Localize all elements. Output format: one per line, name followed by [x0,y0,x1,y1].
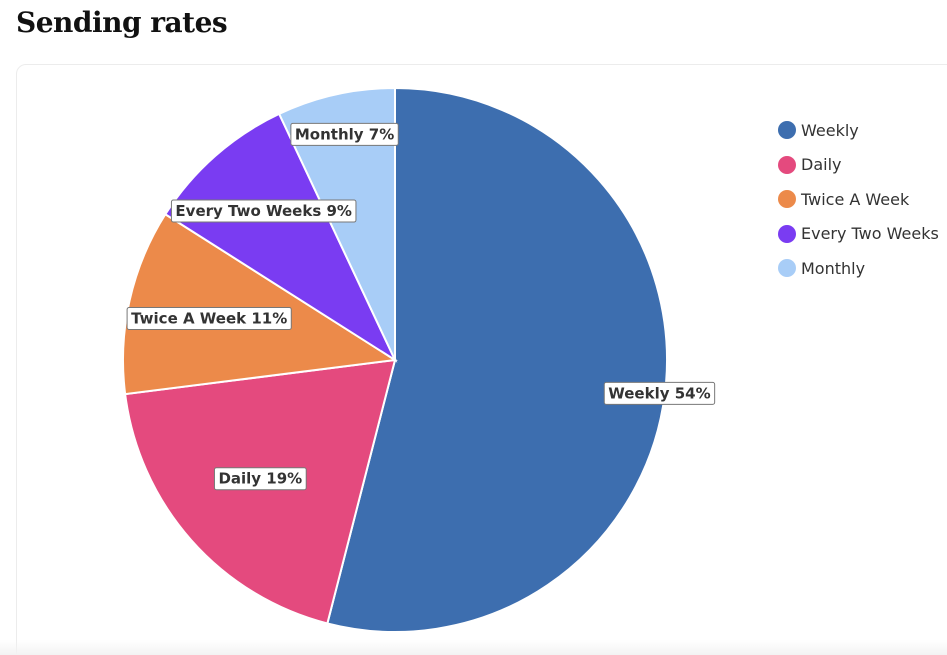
bottom-edge [0,640,947,655]
legend-dot-icon [778,155,796,174]
slice-label-box [126,306,292,330]
slice-label-daily: Daily 19% [213,467,307,491]
legend-item-twice-a-week[interactable]: Twice A Week [778,182,939,217]
slice-label-text: Weekly 54% [608,384,710,402]
pie-labels: Weekly 54% Daily 19% Twice A Week 11% Every… [126,122,716,491]
legend-label: Every Two Weeks [801,224,939,244]
slice-label-weekly: Weekly 54% [603,381,716,405]
legend-dot-icon [778,190,796,209]
slice-label-box [170,199,357,223]
slice-label-box [603,381,716,405]
legend-item-daily[interactable]: Daily [778,148,939,183]
pie-slice-daily[interactable] [124,358,397,625]
legend-item-monthly[interactable]: Monthly [778,251,939,286]
slice-label-every-two-weeks: Every Two Weeks 9% [170,199,357,223]
legend-dot-icon [778,259,796,278]
slice-label-text: Every Two Weeks 9% [175,202,352,220]
slice-label-twice-a-week: Twice A Week 11% [126,306,292,330]
legend-dot-icon [778,121,796,140]
legend-label: Weekly [801,120,859,140]
slice-label-box [213,467,307,491]
slice-label-text: Twice A Week 11% [131,309,287,327]
slice-label-text: Daily 19% [218,470,302,488]
legend-item-weekly[interactable]: Weekly [778,113,939,148]
slice-label-monthly: Monthly 7% [290,122,399,146]
chart-legend: Weekly Daily Twice A Week Every Two Weeks Mo… [778,113,939,286]
pie-slice-monthly[interactable] [277,86,396,361]
pie-slice-twice-a-week[interactable] [122,212,398,396]
legend-label: Twice A Week [801,189,910,209]
slice-label-box [290,122,399,146]
legend-dot-icon [778,224,796,243]
page-title: Sending rates [16,6,228,39]
legend-item-every-two-weeks[interactable]: Every Two Weeks [778,217,939,252]
legend-label: Monthly [801,258,866,278]
pie-slice-every-two-weeks[interactable] [163,112,398,363]
slice-label-text: Monthly 7% [295,125,394,143]
pie-slices [122,86,668,633]
legend-label: Daily [801,155,842,175]
